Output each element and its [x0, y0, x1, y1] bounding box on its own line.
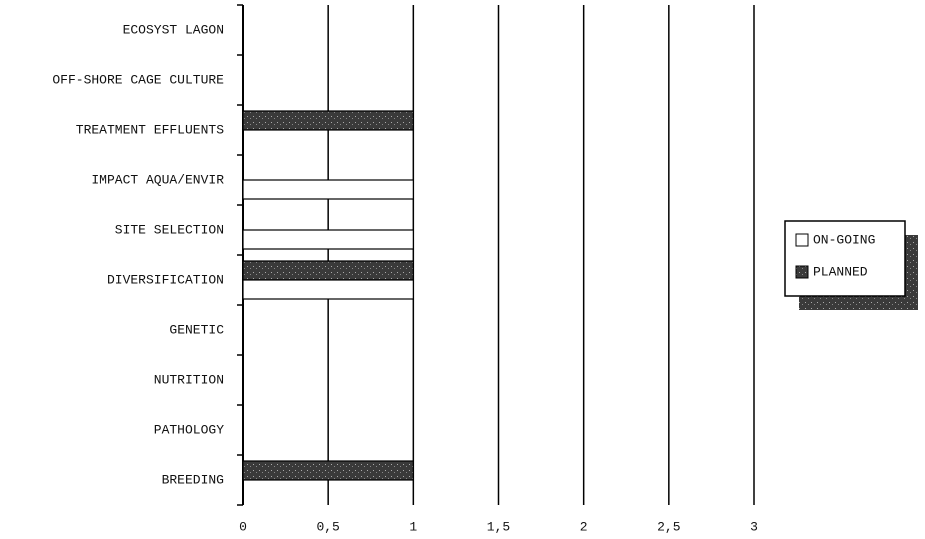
bar — [242, 110, 414, 131]
y-tick-label: IMPACT AQUA/ENVIR — [91, 172, 224, 187]
bar — [242, 229, 414, 250]
y-tick-label: GENETIC — [169, 322, 224, 337]
legend-label: ON-GOING — [813, 232, 875, 247]
x-tick-label: 2,5 — [657, 519, 680, 534]
x-tick-label: 0 — [239, 519, 247, 534]
y-tick-label: NUTRITION — [154, 372, 224, 387]
bar — [242, 279, 414, 300]
x-tick-label: 1 — [409, 519, 417, 534]
y-tick-label: OFF-SHORE CAGE CULTURE — [52, 72, 224, 87]
y-tick-label: TREATMENT EFFLUENTS — [76, 122, 224, 137]
y-tick-label: PATHOLOGY — [154, 422, 224, 437]
x-tick-label: 1,5 — [487, 519, 510, 534]
bar — [242, 260, 414, 281]
y-tick-label: SITE SELECTION — [115, 222, 224, 237]
x-tick-label: 0,5 — [316, 519, 339, 534]
legend-swatch — [795, 233, 809, 247]
legend-swatch — [795, 265, 809, 279]
y-tick-label: BREEDING — [162, 472, 224, 487]
legend-box — [784, 220, 906, 297]
legend-label: PLANNED — [813, 264, 868, 279]
x-tick-label: 3 — [750, 519, 758, 534]
y-tick-label: DIVERSIFICATION — [107, 272, 224, 287]
bar — [242, 179, 414, 200]
bar — [242, 460, 414, 481]
x-tick-label: 2 — [580, 519, 588, 534]
y-tick-label: ECOSYST LAGON — [123, 22, 224, 37]
